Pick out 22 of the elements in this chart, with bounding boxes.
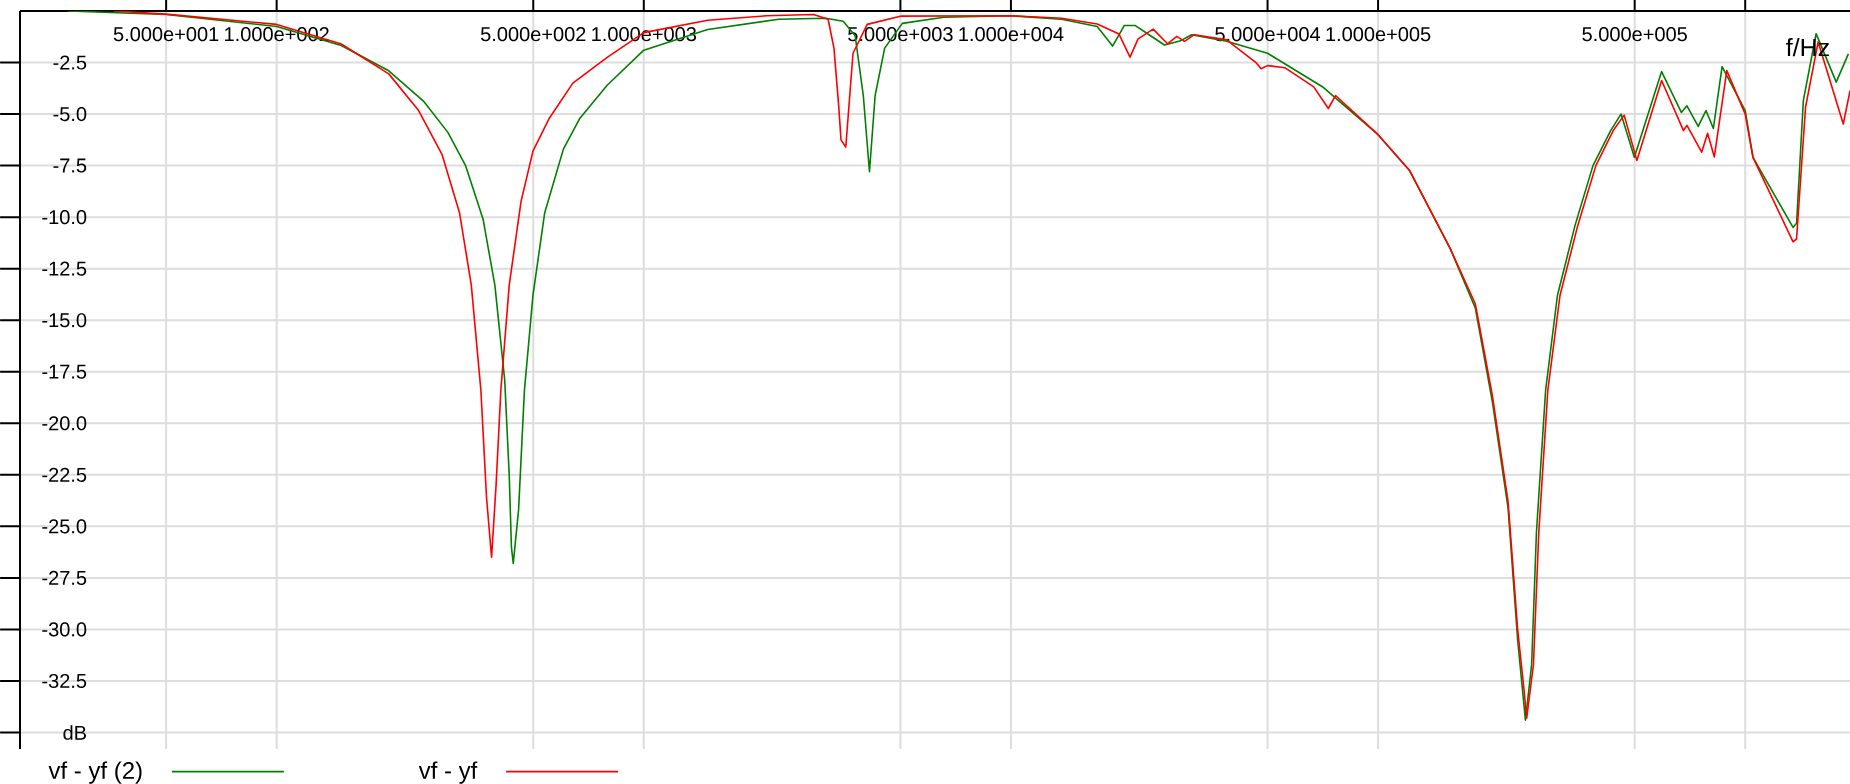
y-tick-label: -17.5 xyxy=(42,364,87,379)
y-tick-label: -27.5 xyxy=(42,570,87,585)
x-tick-label: 1.000e+005 xyxy=(1326,27,1431,42)
x-tick-label: 1.000e+004 xyxy=(959,27,1064,42)
x-tick-label: 5.000e+005 xyxy=(1582,27,1687,42)
x-tick-label: 5.000e+002 xyxy=(480,27,586,42)
y-tick-label: -5.0 xyxy=(53,107,87,122)
y-tick-label: dB xyxy=(63,725,86,740)
y-tick-label: -32.5 xyxy=(42,673,87,689)
y-tick-label: -20.0 xyxy=(42,416,87,431)
y-tick-label: -12.5 xyxy=(42,261,87,276)
y-tick-label: -15.0 xyxy=(42,313,87,328)
y-tick-label: -25.0 xyxy=(42,519,87,534)
y-tick-label: -2.5 xyxy=(53,55,87,70)
x-tick-label: 5.000e+004 xyxy=(1215,27,1321,42)
legend-label: vf - yf (2) xyxy=(48,761,142,784)
y-tick-label: -7.5 xyxy=(53,158,87,173)
y-tick-label: -10.0 xyxy=(42,210,87,225)
y-tick-label: -22.5 xyxy=(42,467,87,482)
y-tick-label: -30.0 xyxy=(42,622,87,637)
legend-label: vf - yf xyxy=(418,761,478,784)
x-tick-label: 5.000e+001 xyxy=(113,27,219,42)
